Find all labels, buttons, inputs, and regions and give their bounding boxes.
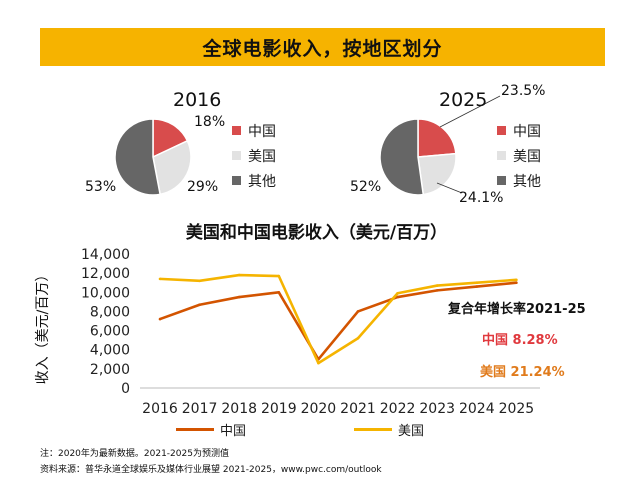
series-line-china: [159, 281, 517, 361]
legend-swatch: [497, 126, 506, 135]
data-point: [435, 289, 439, 292]
data-point: [237, 273, 241, 277]
data-point: [475, 281, 479, 285]
pie-2025-us-pct: 24.1%: [459, 190, 504, 206]
pie-2025-legend: 中国 美国 其他: [497, 118, 541, 193]
legend-label: 其他: [248, 173, 276, 190]
data-point: [237, 295, 241, 299]
x-tick-label: 2020: [301, 401, 337, 417]
legend-item-us: 美国: [497, 143, 541, 168]
y-tick-label: 6,000: [90, 324, 130, 340]
data-point: [277, 290, 281, 294]
pie-2016-slice-other: [114, 118, 161, 196]
data-point: [515, 281, 518, 285]
legend-label: 美国: [248, 148, 276, 165]
y-tick-label: 12,000: [81, 266, 130, 282]
y-tick-label: 4,000: [90, 343, 130, 359]
source-note: 资料来源：普华永道全球娱乐及媒体行业展望 2021-2025，www.pwc.c…: [40, 465, 382, 475]
x-tick-label: 2016: [142, 401, 178, 417]
legend-swatch: [232, 176, 241, 185]
y-tick-label: 14,000: [81, 247, 130, 263]
data-point: [317, 361, 320, 365]
pie-2025-slice-china: [417, 118, 457, 158]
x-tick-label: 2022: [380, 401, 416, 417]
data-point: [396, 295, 399, 299]
legend-swatch: [497, 151, 506, 160]
x-tick-label: 2017: [182, 401, 218, 417]
pie-2016-year: 2016: [173, 89, 222, 111]
legend-item-china: 中国: [232, 118, 276, 143]
data-point: [198, 303, 201, 307]
y-tick-label: 8,000: [90, 304, 130, 320]
x-tick-label: 2019: [261, 401, 297, 417]
pie-2016-china-pct: 18%: [194, 114, 226, 130]
legend-label: 中国: [513, 123, 541, 140]
y-tick-label: 10,000: [81, 285, 130, 301]
line-legend-us: 美国: [354, 420, 424, 439]
pie-2016-us-pct: 29%: [187, 179, 219, 195]
cagr-china: 中国 8.28%: [482, 333, 558, 348]
legend-label: 美国: [513, 148, 541, 165]
pie-2016-legend: 中国 美国 其他: [232, 118, 276, 193]
y-tick-label: 2,000: [90, 362, 130, 378]
series-line-us: [159, 273, 517, 365]
cagr-title: 复合年增长率2021-25: [448, 302, 586, 317]
page-title: 全球电影收入，按地区划分: [202, 37, 443, 60]
data-point: [475, 285, 479, 288]
legend-item-china: 中国: [497, 118, 541, 143]
data-point: [515, 278, 518, 282]
x-tick-label: 2021: [340, 401, 376, 417]
x-tick-label: 2023: [419, 401, 455, 417]
data-point: [356, 336, 360, 340]
legend-swatch: [497, 176, 506, 185]
pie-2025-other-pct: 52%: [350, 179, 382, 195]
x-tick-label: 2024: [459, 401, 495, 417]
y-tick-label: 0: [121, 381, 130, 397]
cagr-us: 美国 21.24%: [480, 365, 565, 380]
pie-2025-year: 2025: [439, 89, 488, 111]
line-legend-china: 中国: [176, 420, 246, 439]
pie-2025-slice-us: [417, 152, 457, 196]
pie-2025-leader-line: [439, 95, 501, 128]
pie-2025-china-pct: 23.5%: [501, 83, 546, 99]
data-point: [435, 284, 439, 287]
pie-2016-slice-china: [152, 118, 189, 159]
data-point: [277, 274, 281, 278]
legend-swatch: [232, 126, 241, 135]
title-banner: 全球电影收入，按地区划分: [40, 28, 605, 66]
legend-label: 美国: [398, 424, 425, 439]
legend-line: [354, 428, 392, 431]
pie-2025-slice-other: [379, 118, 425, 196]
legend-label: 中国: [220, 424, 247, 439]
legend-item-us: 美国: [232, 143, 276, 168]
data-point: [158, 277, 162, 281]
legend-line: [176, 428, 214, 431]
data-point: [396, 291, 399, 295]
legend-item-other: 其他: [497, 168, 541, 193]
footnote: 注：2020年为最新数据。2021-2025为预测值: [40, 449, 229, 459]
data-point: [356, 310, 360, 313]
data-point: [158, 317, 162, 321]
pie-charts: [114, 95, 501, 196]
data-point: [198, 279, 201, 283]
legend-label: 中国: [248, 123, 276, 140]
x-tick-label: 2025: [499, 401, 535, 417]
pie-2016-other-pct: 53%: [85, 179, 117, 195]
legend-item-other: 其他: [232, 168, 276, 193]
line-chart-title: 美国和中国电影收入（美元/百万）: [185, 223, 448, 243]
pie-2016-slice-us: [152, 139, 192, 196]
legend-label: 其他: [513, 173, 541, 190]
legend-swatch: [232, 151, 241, 160]
x-tick-label: 2018: [221, 401, 257, 417]
pie-2025-leader-line: [436, 182, 463, 194]
